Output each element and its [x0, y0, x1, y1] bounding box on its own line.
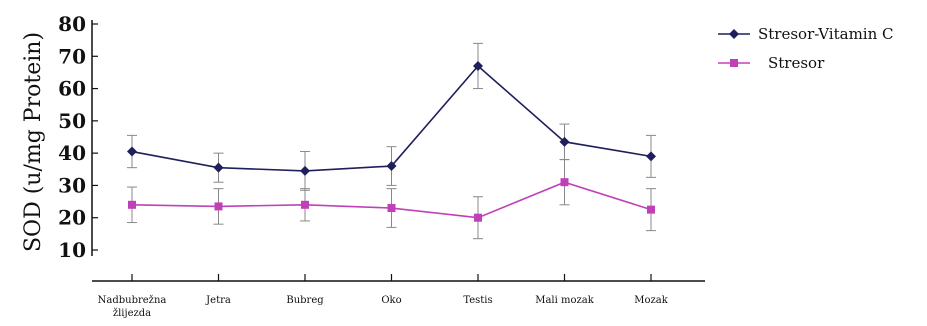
data-point — [213, 162, 224, 173]
data-point — [474, 213, 482, 222]
x-tick-label: Testis — [463, 295, 492, 306]
x-tick-label: žlijezda — [113, 308, 151, 319]
data-point — [300, 165, 310, 176]
y-tick-label: 70 — [58, 44, 86, 68]
x-ticks: Nadbubrežna žlijezda Jetra Bubreg Oko Testis M… — [98, 274, 669, 319]
x-tick-label: Bubreg — [286, 295, 324, 306]
legend-marker — [729, 29, 739, 39]
data-point — [387, 204, 396, 213]
series-group — [127, 42, 656, 240]
legend: Stresor-Vitamin C Stresor — [718, 25, 894, 72]
x-tick-label: Mozak — [634, 295, 668, 306]
legend-label: Stresor — [768, 54, 825, 72]
data-point — [559, 136, 570, 147]
y-tick-label: 50 — [58, 109, 86, 133]
y-ticks: 10 20 30 40 50 60 70 80 — [58, 12, 98, 262]
y-tick-label: 60 — [58, 77, 86, 101]
series-stresor — [127, 159, 656, 240]
x-tick-label: Nadbubrežna — [98, 295, 167, 306]
x-tick-label: Jetra — [205, 295, 231, 306]
y-tick-label: 80 — [58, 12, 86, 36]
data-point — [647, 205, 655, 214]
data-point — [214, 202, 223, 211]
y-axis-label: SOD (u/mg Protein) — [21, 32, 46, 252]
series-stresor-vitamin-c — [127, 42, 656, 191]
data-point — [386, 161, 397, 172]
data-point — [128, 200, 136, 209]
y-tick-label: 30 — [58, 173, 86, 197]
legend-label: Stresor-Vitamin C — [758, 25, 894, 43]
data-point — [127, 146, 137, 157]
y-tick-label: 20 — [58, 206, 86, 230]
y-tick-label: 40 — [58, 141, 86, 165]
data-point — [560, 178, 569, 187]
x-tick-label: Mali mozak — [535, 295, 595, 306]
y-tick-label: 10 — [58, 238, 86, 262]
data-point — [301, 200, 309, 209]
data-point — [646, 151, 656, 162]
x-tick-label: Oko — [381, 295, 401, 306]
data-point — [473, 60, 483, 71]
legend-marker — [730, 59, 738, 67]
